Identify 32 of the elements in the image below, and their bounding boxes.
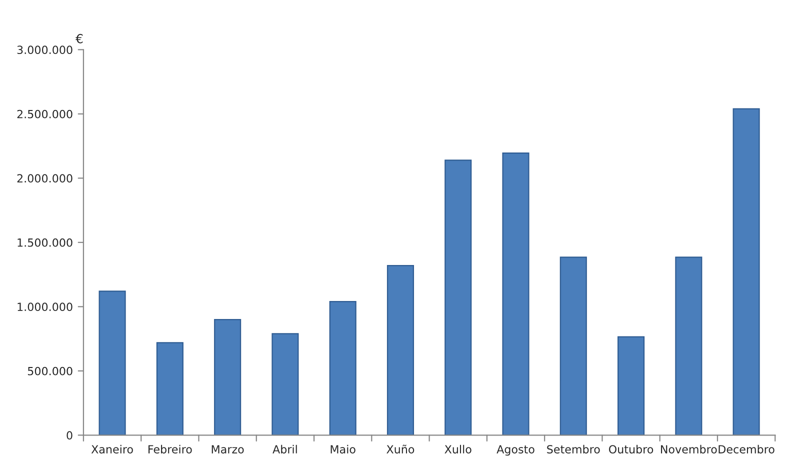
x-tick-label: Outubro — [608, 444, 654, 454]
y-tick-label: 0 — [66, 431, 72, 440]
bar — [444, 160, 472, 436]
bar — [386, 264, 414, 436]
y-tick-label: 1.000.000 — [18, 302, 72, 312]
x-tick-label: Decembro — [718, 444, 774, 454]
x-tick-label: Febreiro — [148, 444, 192, 454]
bar — [560, 256, 587, 436]
x-tick-label: Maio — [330, 444, 356, 454]
x-tick-label: Xullo — [444, 444, 472, 454]
x-tick-label: Xaneiro — [91, 444, 133, 454]
bar — [675, 256, 702, 436]
x-tick-label: Marzo — [212, 445, 244, 454]
y-axis-title: € — [76, 34, 83, 44]
bar — [214, 318, 242, 436]
x-tick-label: Agosto — [496, 445, 534, 456]
bar — [618, 336, 645, 436]
x-tick-label: Setembro — [547, 444, 600, 454]
y-tick-label: 2.000.000 — [17, 174, 72, 183]
bar — [156, 342, 184, 436]
y-tick-label: 1.500.000 — [18, 238, 72, 247]
y-tick-label: 2.500.000 — [17, 110, 72, 118]
bar — [272, 333, 299, 436]
x-tick-label: Abril — [272, 444, 297, 454]
y-tick-label: 500.000 — [28, 366, 72, 376]
y-tick-label: 3.000.000 — [17, 46, 72, 54]
bar — [732, 108, 760, 436]
x-tick-label: Novembro — [661, 444, 717, 454]
bar — [502, 152, 530, 436]
x-tick-label: Xuño — [386, 444, 414, 454]
bar — [98, 290, 126, 436]
bar — [329, 300, 356, 436]
